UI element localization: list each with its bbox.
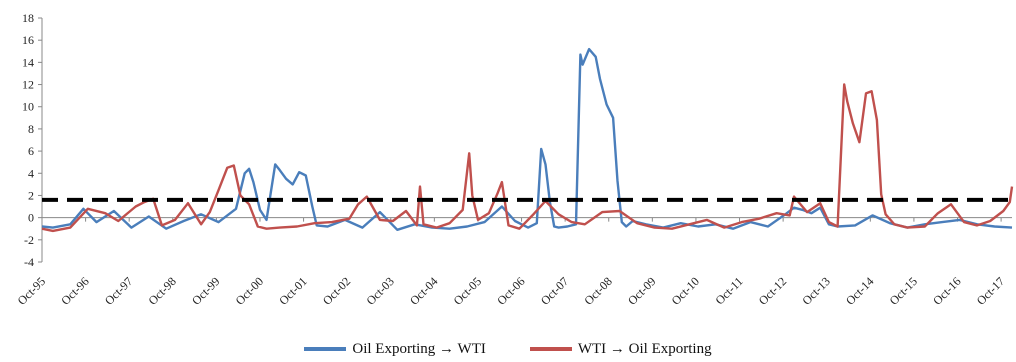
- legend-swatch-red: [529, 347, 572, 351]
- y-axis: -4 -2 0 2 4 6 8 10 12 14 16 18: [22, 11, 43, 269]
- legend-label: WTI → Oil Exporting: [577, 340, 712, 357]
- legend: Oil Exporting → WTI WTI → Oil Exporting: [0, 336, 1016, 362]
- legend-swatch-blue: [304, 347, 347, 351]
- y-tick-label: -4: [24, 255, 34, 269]
- x-tick-label: Oct-01: [276, 274, 309, 307]
- x-tick-label: Oct-07: [538, 274, 571, 307]
- x-tick-label: Oct-15: [887, 274, 920, 307]
- y-tick-label: 4: [28, 166, 34, 180]
- x-tick-label: Oct-00: [233, 274, 266, 307]
- y-tick-label: 10: [22, 100, 34, 114]
- x-tick-label: Oct-95: [15, 274, 48, 307]
- x-tick-label: Oct-05: [451, 274, 484, 307]
- x-tick-label: Oct-16: [930, 274, 963, 307]
- x-tick-label: Oct-13: [799, 274, 832, 307]
- y-tick-label: 12: [22, 78, 34, 92]
- x-tick-label: Oct-14: [843, 274, 876, 307]
- x-tick-label: Oct-06: [494, 274, 527, 307]
- y-tick-label: 8: [28, 122, 34, 136]
- legend-item-oil-exporting-to-wti: Oil Exporting → WTI: [304, 340, 486, 358]
- x-tick-label: Oct-02: [320, 274, 353, 307]
- y-tick-label: 16: [22, 33, 34, 47]
- series-layer: [41, 47, 1014, 233]
- x-tick-label: Oct-12: [756, 274, 789, 307]
- x-tick-label: Oct-98: [145, 274, 178, 307]
- x-tick-label: Oct-10: [669, 274, 702, 307]
- x-tick-label: Oct-04: [407, 274, 440, 307]
- y-tick-label: 2: [28, 188, 34, 202]
- x-tick-label: Oct-97: [102, 274, 135, 307]
- x-tick-label: Oct-99: [189, 274, 222, 307]
- x-axis: Oct-95 Oct-96 Oct-97 Oct-98 Oct-99 Oct-00 Oct-…: [15, 217, 1012, 308]
- x-tick-label: Oct-11: [712, 274, 745, 307]
- x-tick-label: Oct-09: [625, 274, 658, 307]
- y-tick-label: -2: [24, 233, 34, 247]
- series-line-wti-to-oil-exporting: [41, 83, 1014, 233]
- x-tick-label: Oct-17: [974, 274, 1007, 307]
- y-tick-label: 0: [28, 211, 34, 225]
- x-tick-label: Oct-08: [581, 274, 614, 307]
- legend-item-wti-to-oil-exporting: WTI → Oil Exporting: [529, 340, 712, 358]
- y-tick-label: 6: [28, 144, 34, 158]
- x-tick-label: Oct-03: [363, 274, 396, 307]
- x-tick-label: Oct-96: [58, 274, 91, 307]
- y-tick-label: 18: [22, 11, 34, 25]
- y-tick-label: 14: [22, 55, 34, 69]
- legend-label: Oil Exporting → WTI: [352, 340, 486, 357]
